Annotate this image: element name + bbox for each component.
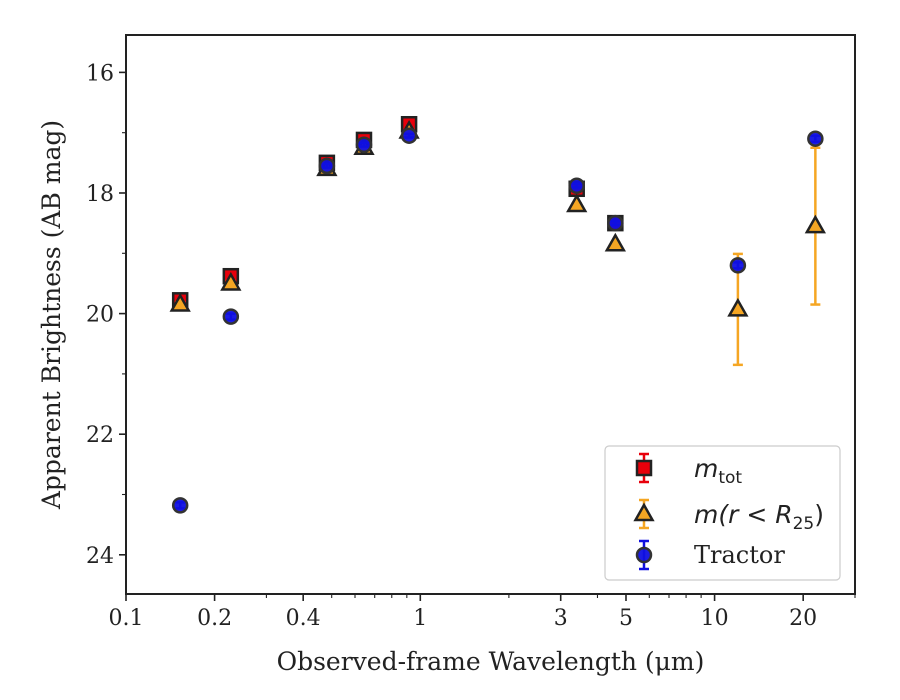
x-axis-label: Observed-frame Wavelength (μm) bbox=[277, 647, 705, 676]
y-tick-label: 18 bbox=[86, 182, 114, 207]
legend-label: Tractor bbox=[694, 541, 785, 569]
legend-label-subscript: 25 bbox=[793, 514, 815, 534]
data-point-triangle bbox=[727, 297, 749, 317]
legend-marker-triangle bbox=[633, 502, 655, 522]
data-point-circle bbox=[400, 127, 418, 144]
plot-frame bbox=[125, 34, 856, 595]
legend: mtot m(r < R25) Tractor bbox=[604, 445, 841, 581]
legend-box bbox=[604, 445, 841, 581]
x-tick-label: 1 bbox=[413, 606, 427, 631]
data-point-triangle bbox=[804, 214, 827, 234]
y-tick-label: 22 bbox=[86, 423, 114, 448]
legend-label-subscript: tot bbox=[718, 468, 742, 488]
x-tick-label: 5 bbox=[619, 606, 633, 631]
data-point-triangle bbox=[604, 232, 626, 252]
data-point-circle bbox=[355, 136, 373, 153]
y-tick-label: 16 bbox=[86, 61, 114, 86]
x-tick-label: 10 bbox=[701, 606, 729, 631]
x-tick-label: 0.1 bbox=[109, 606, 144, 631]
series-circle bbox=[171, 127, 824, 514]
legend-label: mtot bbox=[694, 454, 742, 488]
y-tick-label: 20 bbox=[86, 303, 114, 328]
legend-label: m(r < R25) bbox=[694, 500, 824, 534]
axis-ticks: 0.1 0.2 0.4 1 3 5 10 20 16 18 20 22 24 bbox=[86, 61, 856, 631]
data-point-circle bbox=[807, 130, 824, 147]
data-point-circle bbox=[568, 177, 585, 195]
data-point-circle bbox=[607, 214, 624, 232]
data-point-triangle bbox=[169, 293, 191, 312]
x-tick-label: 20 bbox=[789, 606, 817, 631]
legend-marker-square bbox=[635, 459, 653, 477]
x-tick-label: 0.2 bbox=[197, 606, 232, 631]
y-axis-label: Apparent Brightness (AB mag) bbox=[37, 120, 66, 510]
legend-label-main: m(r < R bbox=[694, 500, 793, 529]
data-point-triangle bbox=[566, 193, 588, 213]
data-point-circle bbox=[318, 157, 336, 175]
x-tick-label: 0.4 bbox=[286, 606, 321, 631]
data-point-circle bbox=[729, 257, 747, 274]
data-point-circle bbox=[222, 308, 240, 325]
legend-label-suffix: ) bbox=[814, 500, 824, 529]
y-tick-label: 24 bbox=[86, 544, 114, 569]
chart-marks bbox=[169, 115, 827, 514]
data-point-triangle bbox=[220, 271, 242, 291]
legend-label-main: m bbox=[694, 454, 718, 483]
legend-marker-circle bbox=[635, 546, 653, 564]
x-tick-label: 3 bbox=[554, 606, 568, 631]
data-point-circle bbox=[171, 497, 189, 514]
